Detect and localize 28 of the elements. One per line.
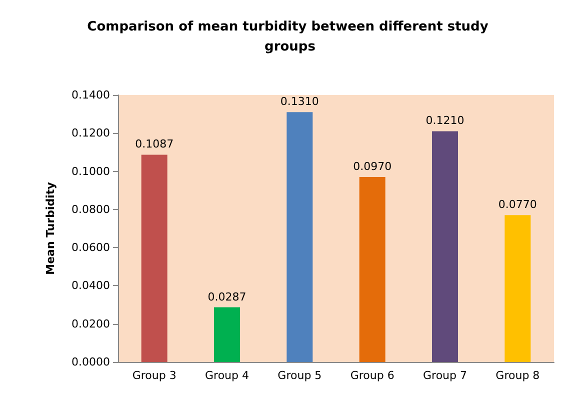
data-label: 0.1210 xyxy=(426,114,464,128)
bar xyxy=(214,307,240,362)
data-label: 0.1087 xyxy=(135,138,174,151)
bar xyxy=(286,112,313,362)
data-label: 0.0770 xyxy=(498,198,537,212)
data-label: 0.1310 xyxy=(280,95,319,108)
x-tick-label: Group 4 xyxy=(205,369,249,382)
x-tick-label: Group 3 xyxy=(132,369,176,382)
y-tick-label: 0.0600 xyxy=(72,241,110,254)
x-tick-label: Group 5 xyxy=(278,369,322,382)
y-tick-label: 0.0400 xyxy=(72,279,110,292)
x-tick-label: Group 7 xyxy=(423,369,467,382)
data-label: 0.0970 xyxy=(353,160,392,174)
y-tick-label: 0.1000 xyxy=(72,164,110,178)
bar xyxy=(141,154,168,362)
bar xyxy=(432,131,458,362)
y-tick-label: 0.1200 xyxy=(72,126,110,140)
x-tick-label: Group 8 xyxy=(496,369,540,382)
data-label: 0.0287 xyxy=(208,290,246,304)
x-tick-label: Group 6 xyxy=(350,369,394,382)
chart-title: Comparison of mean turbidity between different study groups xyxy=(87,20,493,54)
y-tick-label: 0.0200 xyxy=(72,317,110,330)
bar xyxy=(504,215,531,362)
y-tick-label: 0.1400 xyxy=(72,88,110,102)
y-tick-label: 0.0800 xyxy=(72,202,110,216)
bar xyxy=(359,177,386,362)
y-tick-label: 0.0000 xyxy=(72,356,110,368)
y-axis-title: Mean Turbidity xyxy=(44,182,57,275)
